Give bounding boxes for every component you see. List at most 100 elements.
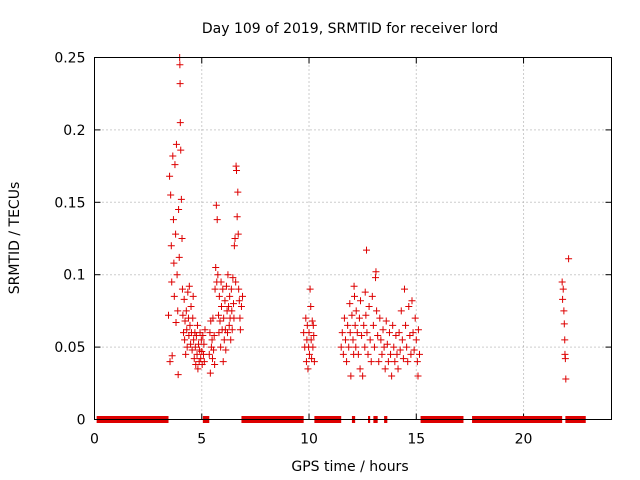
data-point <box>344 321 352 329</box>
data-point <box>339 350 347 358</box>
data-point <box>565 255 573 263</box>
data-point <box>230 242 238 250</box>
data-point <box>309 321 317 329</box>
data-point <box>184 288 192 296</box>
grid-lines <box>94 57 612 420</box>
data-point <box>351 292 359 300</box>
data-point <box>559 285 567 293</box>
data-point <box>217 278 225 286</box>
data-point <box>310 332 318 340</box>
data-point <box>558 278 566 286</box>
data-point <box>305 329 313 337</box>
data-point <box>233 166 241 174</box>
data-point <box>175 253 183 261</box>
data-point <box>363 329 371 337</box>
data-point <box>414 372 422 380</box>
data-point <box>392 332 400 340</box>
data-point <box>229 274 237 282</box>
x-tick-label: 0 <box>90 432 99 448</box>
data-point <box>180 295 188 303</box>
data-point <box>337 343 345 351</box>
data-point <box>560 320 568 328</box>
data-point <box>217 303 225 311</box>
data-point <box>182 307 190 315</box>
x-axis-label: GPS time / hours <box>291 459 408 475</box>
data-point <box>306 285 314 293</box>
data-point <box>183 343 191 351</box>
data-point <box>375 358 383 366</box>
data-point <box>397 307 405 315</box>
data-point <box>358 332 366 340</box>
data-point <box>389 321 397 329</box>
data-point <box>561 336 569 344</box>
x-tick-label: 20 <box>515 432 533 448</box>
data-point <box>398 336 406 344</box>
data-point <box>178 235 186 242</box>
data-point <box>220 314 228 322</box>
data-point <box>194 365 202 373</box>
data-point <box>383 340 391 348</box>
data-point <box>343 358 351 366</box>
data-point <box>399 355 407 363</box>
data-point <box>308 317 316 325</box>
data-point <box>408 297 416 305</box>
data-point <box>236 326 244 334</box>
data-point <box>307 336 315 344</box>
data-point <box>362 311 370 319</box>
data-point <box>360 321 368 329</box>
data-point <box>378 350 386 358</box>
chart-title: Day 109 of 2019, SRMTID for receiver lor… <box>202 21 498 37</box>
data-point <box>309 343 317 351</box>
data-point <box>211 285 219 293</box>
data-point <box>193 350 201 358</box>
data-point <box>213 216 221 224</box>
data-point <box>232 278 240 286</box>
y-axis-label: SRMTID / TECUs <box>7 182 23 295</box>
data-point <box>226 292 234 300</box>
data-point <box>395 329 403 337</box>
data-point <box>216 317 224 325</box>
data-point <box>210 346 218 354</box>
data-point <box>235 285 243 293</box>
data-point <box>310 358 318 366</box>
data-point <box>340 314 348 322</box>
data-point <box>414 326 422 334</box>
data-point <box>412 336 420 344</box>
data-point <box>338 329 346 337</box>
data-point <box>353 329 361 337</box>
data-point <box>341 336 349 344</box>
data-point <box>302 358 310 366</box>
data-point <box>179 311 187 319</box>
data-point <box>307 303 315 311</box>
data-point <box>369 321 377 329</box>
data-point <box>346 300 354 308</box>
data-point <box>211 360 219 368</box>
data-point <box>212 263 220 271</box>
data-point <box>171 161 179 169</box>
axis-ticks: 0 0.05 0.1 0.15 0.2 0.25 0 5 10 15 20 <box>54 51 612 448</box>
data-point <box>363 246 371 254</box>
data-point <box>562 375 570 383</box>
data-point <box>208 355 216 363</box>
data-point <box>387 350 395 358</box>
data-point <box>406 332 414 340</box>
data-point <box>416 350 424 358</box>
data-point <box>192 360 200 368</box>
data-point <box>169 216 177 224</box>
data-point <box>230 314 238 322</box>
data-point <box>172 318 180 326</box>
data-point <box>376 314 384 322</box>
data-point <box>228 307 236 315</box>
data-point <box>407 350 415 358</box>
data-point <box>177 146 185 154</box>
data-point <box>174 371 182 379</box>
data-point <box>365 303 373 311</box>
data-point <box>181 317 189 325</box>
data-point <box>393 350 401 358</box>
data-point <box>234 188 242 196</box>
data-point <box>374 332 382 340</box>
data-point <box>217 343 225 351</box>
data-point <box>234 230 242 238</box>
data-point <box>192 332 200 340</box>
